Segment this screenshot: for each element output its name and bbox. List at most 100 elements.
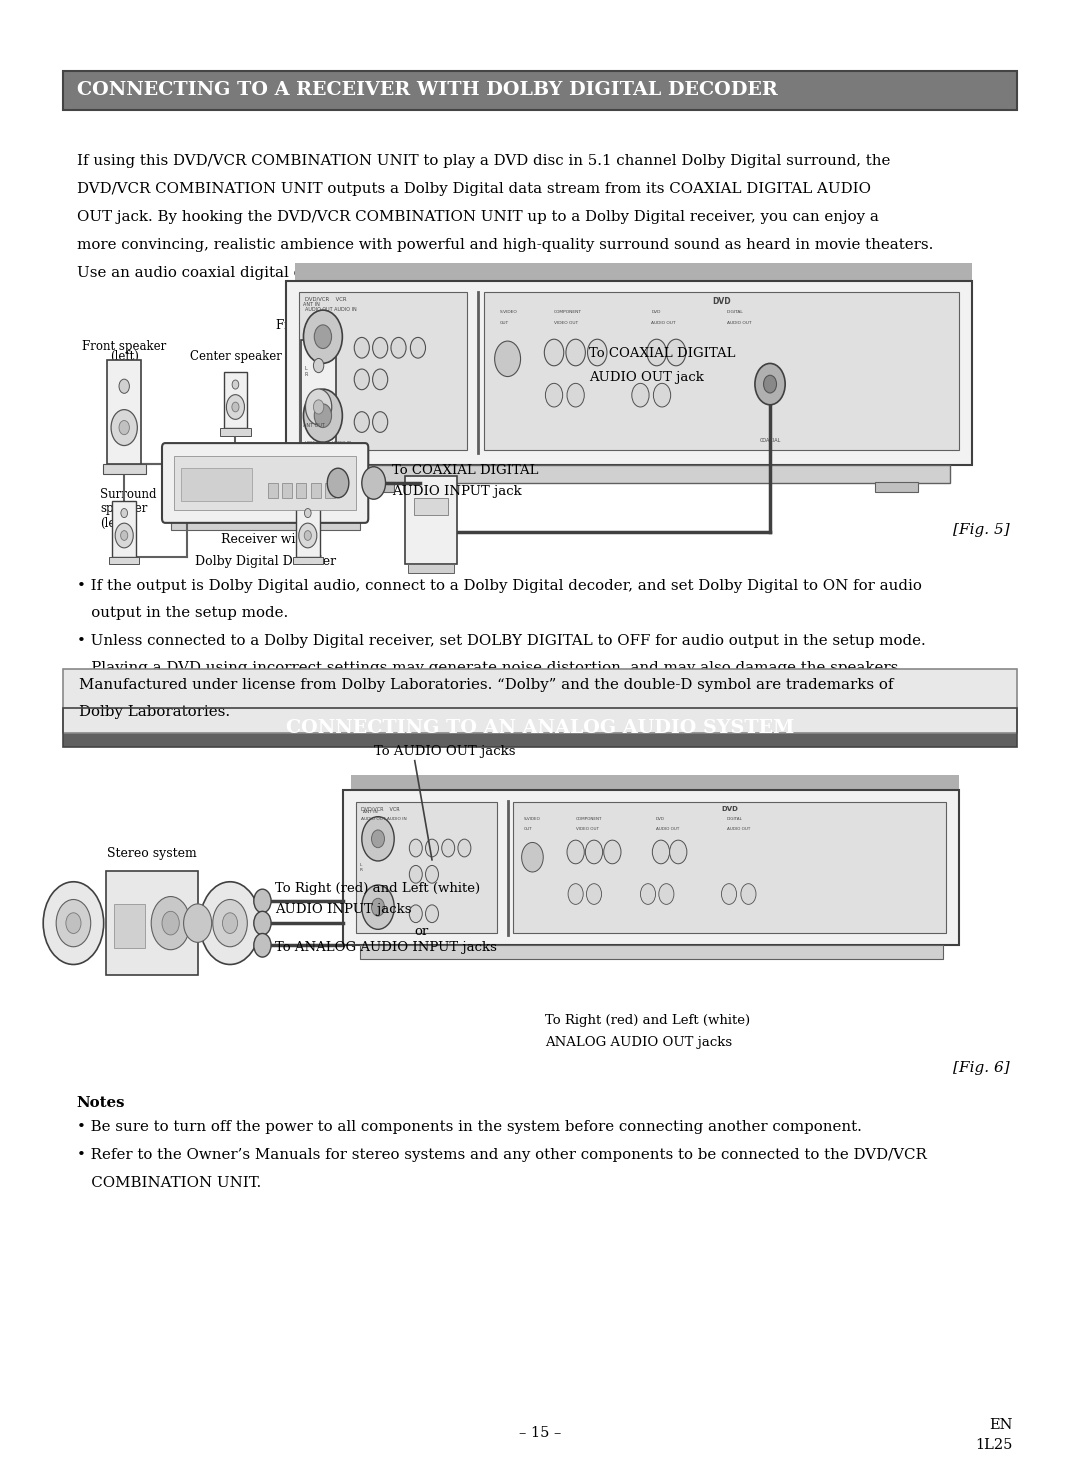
Circle shape [652,840,670,864]
Bar [351,482,394,492]
Bar [293,557,323,564]
Text: ANT IN: ANT IN [363,809,378,814]
Bar [484,292,959,450]
Text: DVD/VCR    VCR: DVD/VCR VCR [305,297,346,301]
Text: Dolby Digital Decoder: Dolby Digital Decoder [194,555,336,569]
Bar [174,456,356,510]
Text: If using this DVD/VCR COMBINATION UNIT to play a DVD disc in 5.1 channel Dolby D: If using this DVD/VCR COMBINATION UNIT t… [77,155,890,168]
Bar [325,483,335,498]
Circle shape [43,882,104,964]
Circle shape [666,340,686,366]
Bar [295,263,972,281]
Circle shape [313,359,324,372]
Text: Surround: Surround [100,487,157,501]
Circle shape [306,388,332,425]
Bar [63,71,1017,111]
Text: AUDIO OUT: AUDIO OUT [727,827,751,832]
Circle shape [522,842,543,871]
Circle shape [213,899,247,947]
Bar [875,482,918,492]
Text: VIDEO OUT: VIDEO OUT [554,321,578,325]
Circle shape [303,388,342,442]
Text: DIGITAL: DIGITAL [727,817,743,821]
Circle shape [227,394,244,419]
Text: OUT: OUT [500,321,509,325]
Text: AUDIO OUT AUDIO IN: AUDIO OUT AUDIO IN [305,307,356,312]
Text: VIDEO OUT: VIDEO OUT [576,827,598,832]
Text: more convincing, realistic ambience with powerful and high-quality surround soun: more convincing, realistic ambience with… [77,238,933,251]
Circle shape [567,840,584,864]
Circle shape [119,421,130,434]
Circle shape [232,402,239,412]
Circle shape [116,523,133,548]
Text: speaker: speaker [100,502,148,515]
Circle shape [721,883,737,904]
Text: COAXIAL: COAXIAL [759,439,781,443]
Text: Use an audio coaxial digital cable (commercially available) for the audio connec: Use an audio coaxial digital cable (comm… [77,266,730,279]
Bar [308,465,950,483]
Bar [63,669,1017,733]
Bar [63,709,1017,747]
Bar [171,518,360,530]
Bar [286,281,972,465]
Circle shape [222,913,238,933]
Circle shape [604,840,621,864]
Circle shape [545,384,563,408]
Bar [103,464,146,474]
Circle shape [254,889,271,913]
Circle shape [373,369,388,390]
Circle shape [647,340,666,366]
Circle shape [111,409,137,446]
Bar [296,483,306,498]
Text: OUT jack. By hooking the DVD/VCR COMBINATION UNIT up to a Dolby Digital receiver: OUT jack. By hooking the DVD/VCR COMBINA… [77,210,878,225]
Text: Notes: Notes [77,1096,125,1109]
Text: • Be sure to turn off the power to all components in the system before connectin: • Be sure to turn off the power to all c… [77,1120,862,1133]
Text: Front speaker: Front speaker [276,319,361,332]
Text: Manufactured under license from Dolby Laboratories. “Dolby” and the double-D sym: Manufactured under license from Dolby La… [79,678,893,691]
Circle shape [362,885,394,929]
Text: (left): (left) [100,517,130,530]
Text: AUDIO OUT: AUDIO OUT [651,321,676,325]
Text: COMBINATION UNIT.: COMBINATION UNIT. [77,1176,261,1189]
Bar [109,557,139,564]
Bar [513,802,946,933]
Text: AUDIO INPUT jack: AUDIO INPUT jack [392,484,522,498]
Text: DIGITAL: DIGITAL [727,310,744,315]
Text: AUDIO OUT: AUDIO OUT [656,827,679,832]
Bar [181,468,252,501]
Bar [268,483,278,498]
Text: Playing a DVD using incorrect settings may generate noise distortion, and may al: Playing a DVD using incorrect settings m… [77,662,903,675]
Text: (right): (right) [297,514,335,527]
Text: or: or [414,925,429,938]
Text: AUDIO OUT: AUDIO OUT [727,321,752,325]
Bar [405,476,457,564]
Text: S-VIDEO: S-VIDEO [500,310,517,315]
Text: To Right (red) and Left (white): To Right (red) and Left (white) [275,882,481,895]
Circle shape [354,337,369,357]
Text: AUDIO OUT AUDIO IN: AUDIO OUT AUDIO IN [361,817,406,821]
Text: To COAXIAL DIGITAL: To COAXIAL DIGITAL [392,464,539,477]
Text: – 15 –: – 15 – [518,1425,562,1440]
Circle shape [659,883,674,904]
Text: • Unless connected to a Dolby Digital receiver, set DOLBY DIGITAL to OFF for aud: • Unless connected to a Dolby Digital re… [77,634,926,647]
Text: ANT OUT: ANT OUT [303,422,325,428]
Circle shape [362,467,386,499]
Circle shape [409,839,422,857]
Text: ANALOG AUDIO OUT jacks: ANALOG AUDIO OUT jacks [545,1035,732,1049]
Text: Surround: Surround [297,476,353,489]
Text: (left): (left) [110,350,138,363]
Text: AUDIO OUT jack: AUDIO OUT jack [589,371,703,384]
Circle shape [66,913,81,933]
Circle shape [119,380,130,393]
Bar [106,871,198,975]
Circle shape [632,384,649,408]
Circle shape [458,839,471,857]
Circle shape [640,883,656,904]
Text: DVD: DVD [721,806,738,812]
Circle shape [305,508,311,517]
Bar [107,360,141,464]
Circle shape [410,337,426,357]
Circle shape [391,337,406,357]
Bar [408,564,454,573]
Text: Center speaker: Center speaker [189,350,282,363]
